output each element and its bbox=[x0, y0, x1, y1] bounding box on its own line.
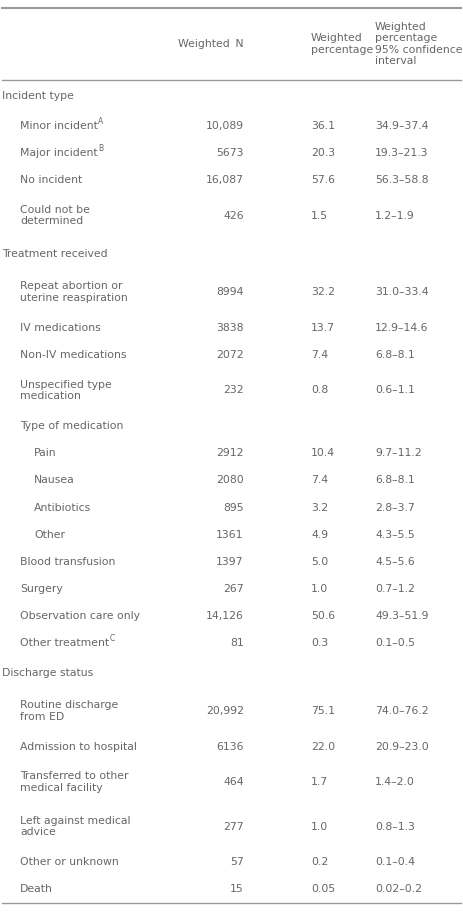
Text: 267: 267 bbox=[223, 583, 244, 593]
Text: IV medications: IV medications bbox=[20, 322, 101, 332]
Text: No incident: No incident bbox=[20, 174, 82, 184]
Text: 6.8–8.1: 6.8–8.1 bbox=[375, 476, 415, 486]
Text: 1.5: 1.5 bbox=[311, 211, 328, 221]
Text: 4.5–5.6: 4.5–5.6 bbox=[375, 557, 415, 567]
Text: 36.1: 36.1 bbox=[311, 121, 335, 131]
Text: 9.7–11.2: 9.7–11.2 bbox=[375, 448, 422, 458]
Text: 12.9–14.6: 12.9–14.6 bbox=[375, 322, 429, 332]
Text: 1397: 1397 bbox=[216, 557, 244, 567]
Text: 15: 15 bbox=[230, 885, 244, 895]
Text: 0.8: 0.8 bbox=[311, 385, 328, 395]
Text: 8994: 8994 bbox=[216, 287, 244, 297]
Text: Unspecified type
medication: Unspecified type medication bbox=[20, 380, 112, 402]
Text: 0.8–1.3: 0.8–1.3 bbox=[375, 822, 415, 832]
Text: Non-IV medications: Non-IV medications bbox=[20, 350, 127, 360]
Text: 1.2–1.9: 1.2–1.9 bbox=[375, 211, 415, 221]
Text: 16,087: 16,087 bbox=[206, 174, 244, 184]
Text: 0.7–1.2: 0.7–1.2 bbox=[375, 583, 415, 593]
Text: 0.3: 0.3 bbox=[311, 638, 328, 648]
Text: 50.6: 50.6 bbox=[311, 611, 335, 621]
Text: 0.1–0.5: 0.1–0.5 bbox=[375, 638, 415, 648]
Text: B: B bbox=[98, 144, 103, 152]
Text: 0.02–0.2: 0.02–0.2 bbox=[375, 885, 422, 895]
Text: 4.3–5.5: 4.3–5.5 bbox=[375, 530, 415, 540]
Text: 5.0: 5.0 bbox=[311, 557, 328, 567]
Text: 13.7: 13.7 bbox=[311, 322, 335, 332]
Text: Weighted
percentage: Weighted percentage bbox=[311, 33, 373, 55]
Text: Transferred to other
medical facility: Transferred to other medical facility bbox=[20, 771, 129, 793]
Text: 0.1–0.4: 0.1–0.4 bbox=[375, 857, 415, 867]
Text: 31.0–33.4: 31.0–33.4 bbox=[375, 287, 429, 297]
Text: 49.3–51.9: 49.3–51.9 bbox=[375, 611, 429, 621]
Text: 19.3–21.3: 19.3–21.3 bbox=[375, 148, 429, 158]
Text: 277: 277 bbox=[223, 822, 244, 832]
Text: 2080: 2080 bbox=[216, 476, 244, 486]
Text: 2072: 2072 bbox=[216, 350, 244, 360]
Text: 2912: 2912 bbox=[216, 448, 244, 458]
Text: 6.8–8.1: 6.8–8.1 bbox=[375, 350, 415, 360]
Text: Discharge status: Discharge status bbox=[2, 667, 94, 677]
Text: 57: 57 bbox=[230, 857, 244, 867]
Text: Minor incident: Minor incident bbox=[20, 121, 98, 131]
Text: 10,089: 10,089 bbox=[206, 121, 244, 131]
Text: Observation care only: Observation care only bbox=[20, 611, 140, 621]
Text: Type of medication: Type of medication bbox=[20, 421, 124, 431]
Text: Other or unknown: Other or unknown bbox=[20, 857, 119, 867]
Text: 7.4: 7.4 bbox=[311, 476, 328, 486]
Text: 10.4: 10.4 bbox=[311, 448, 335, 458]
Text: Left against medical
advice: Left against medical advice bbox=[20, 816, 131, 837]
Text: Could not be
determined: Could not be determined bbox=[20, 205, 90, 226]
Text: Repeat abortion or
uterine reaspiration: Repeat abortion or uterine reaspiration bbox=[20, 281, 128, 303]
Text: 6136: 6136 bbox=[216, 741, 244, 751]
Text: 0.6–1.1: 0.6–1.1 bbox=[375, 385, 415, 395]
Text: Pain: Pain bbox=[34, 448, 57, 458]
Text: Routine discharge
from ED: Routine discharge from ED bbox=[20, 700, 119, 721]
Text: Incident type: Incident type bbox=[2, 91, 74, 101]
Text: 1.7: 1.7 bbox=[311, 777, 328, 787]
Text: 464: 464 bbox=[223, 777, 244, 787]
Text: 56.3–58.8: 56.3–58.8 bbox=[375, 174, 429, 184]
Text: 14,126: 14,126 bbox=[206, 611, 244, 621]
Text: 5673: 5673 bbox=[216, 148, 244, 158]
Text: 1.4–2.0: 1.4–2.0 bbox=[375, 777, 415, 787]
Text: 20,992: 20,992 bbox=[206, 706, 244, 716]
Text: C: C bbox=[109, 635, 115, 644]
Text: 20.3: 20.3 bbox=[311, 148, 335, 158]
Text: Antibiotics: Antibiotics bbox=[34, 502, 92, 512]
Text: 34.9–37.4: 34.9–37.4 bbox=[375, 121, 429, 131]
Text: 32.2: 32.2 bbox=[311, 287, 335, 297]
Text: 81: 81 bbox=[230, 638, 244, 648]
Text: 0.2: 0.2 bbox=[311, 857, 328, 867]
Text: 1361: 1361 bbox=[216, 530, 244, 540]
Text: Surgery: Surgery bbox=[20, 583, 63, 593]
Text: 1.0: 1.0 bbox=[311, 822, 328, 832]
Text: Major incident: Major incident bbox=[20, 148, 98, 158]
Text: Death: Death bbox=[20, 885, 53, 895]
Text: 0.05: 0.05 bbox=[311, 885, 335, 895]
Text: Other: Other bbox=[34, 530, 65, 540]
Text: 2.8–3.7: 2.8–3.7 bbox=[375, 502, 415, 512]
Text: 232: 232 bbox=[223, 385, 244, 395]
Text: 75.1: 75.1 bbox=[311, 706, 335, 716]
Text: 20.9–23.0: 20.9–23.0 bbox=[375, 741, 429, 751]
Text: 1.0: 1.0 bbox=[311, 583, 328, 593]
Text: Nausea: Nausea bbox=[34, 476, 75, 486]
Text: Blood transfusion: Blood transfusion bbox=[20, 557, 116, 567]
Text: Admission to hospital: Admission to hospital bbox=[20, 741, 137, 751]
Text: Other treatment: Other treatment bbox=[20, 638, 109, 648]
Text: 4.9: 4.9 bbox=[311, 530, 328, 540]
Text: 426: 426 bbox=[223, 211, 244, 221]
Text: 7.4: 7.4 bbox=[311, 350, 328, 360]
Text: 57.6: 57.6 bbox=[311, 174, 335, 184]
Text: 74.0–76.2: 74.0–76.2 bbox=[375, 706, 429, 716]
Text: 895: 895 bbox=[223, 502, 244, 512]
Text: 3838: 3838 bbox=[216, 322, 244, 332]
Text: A: A bbox=[98, 117, 103, 126]
Text: Treatment received: Treatment received bbox=[2, 248, 108, 258]
Text: Weighted
percentage
95% confidence
interval: Weighted percentage 95% confidence inter… bbox=[375, 22, 463, 67]
Text: 22.0: 22.0 bbox=[311, 741, 335, 751]
Text: Weighted  N: Weighted N bbox=[178, 39, 244, 49]
Text: 3.2: 3.2 bbox=[311, 502, 328, 512]
